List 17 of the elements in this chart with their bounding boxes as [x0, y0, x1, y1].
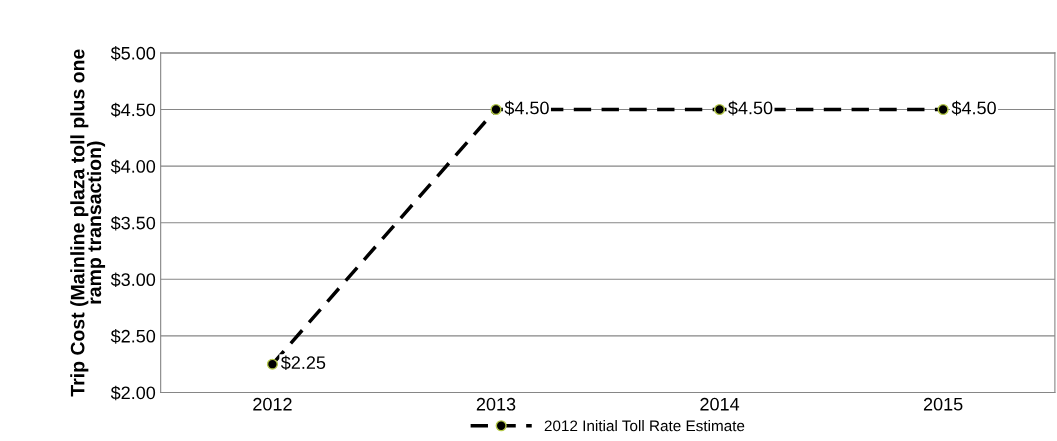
- y-tick-label: $3.50: [110, 215, 156, 231]
- y-tick-label: $3.00: [110, 272, 156, 288]
- y-tick-label: $2.50: [110, 329, 156, 344]
- x-tick-label: 2015: [923, 397, 963, 411]
- y-tick-label: $4.50: [110, 102, 156, 118]
- data-label: $4.50: [504, 100, 549, 116]
- y-tick-label: $5.00: [110, 46, 156, 61]
- data-label: $4.50: [951, 100, 996, 116]
- y-axis-title: Trip Cost (Mainline plaza toll plus one ramp transaction): [70, 49, 106, 397]
- legend-label: 2012 Initial Toll Rate Estimate: [544, 420, 745, 432]
- data-label: $4.50: [728, 100, 773, 116]
- x-tick-label: 2014: [700, 397, 740, 411]
- data-label: $2.25: [280, 355, 326, 371]
- x-tick-label: 2013: [476, 397, 516, 411]
- y-tick-label: $2.00: [110, 385, 156, 401]
- y-tick-label: $4.00: [110, 159, 156, 174]
- x-tick-label: 2012: [253, 397, 292, 411]
